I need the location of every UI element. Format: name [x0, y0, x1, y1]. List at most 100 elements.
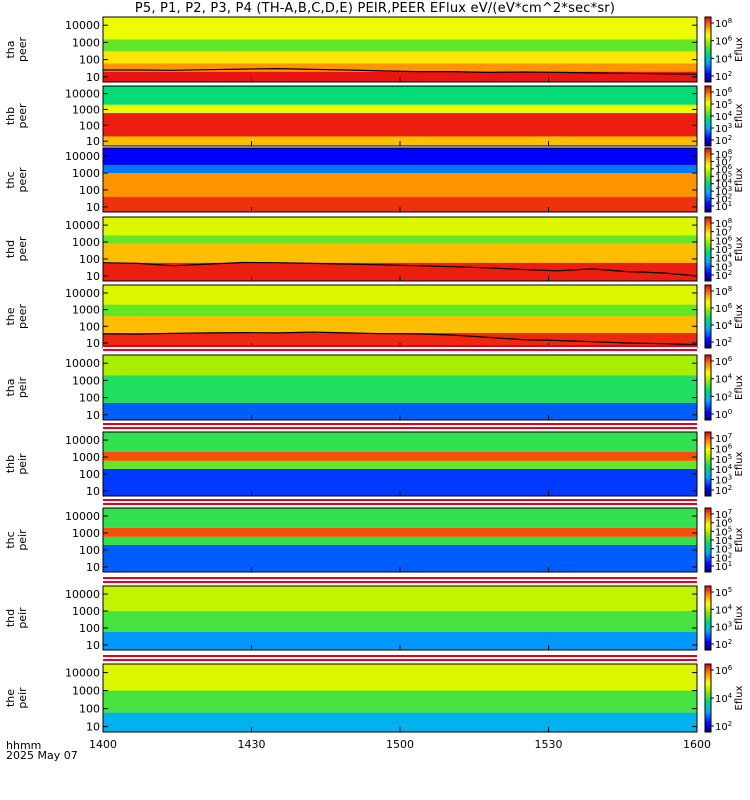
colorbar-label: Eflux: [734, 304, 745, 329]
spacecraft-potential-trace: [102, 261, 698, 277]
y-tick-label: 10: [86, 409, 100, 422]
colorbar-tick-label: 104: [715, 178, 733, 191]
panel-probe-label: thc: [4, 171, 17, 188]
colorbar-tick-label: 106: [715, 517, 733, 530]
flux-band: [103, 243, 697, 263]
y-tick-label: 1000: [72, 685, 100, 698]
colorbar-tick-label: 107: [715, 155, 732, 168]
colorbar-label: Eflux: [734, 451, 745, 476]
colorbar-tick-label: 106: [715, 442, 733, 455]
y-tick-label: 100: [79, 544, 100, 557]
flux-band: [103, 63, 697, 72]
colorbar-label: Eflux: [734, 605, 745, 630]
y-tick-label: 100: [79, 392, 100, 405]
colorbar-tick-label: 105: [715, 243, 732, 256]
colorbar: [704, 431, 712, 497]
flux-band: [103, 17, 697, 40]
colorbar: [704, 216, 712, 282]
flux-band: [103, 690, 697, 713]
panel-probe-label: the: [4, 307, 17, 325]
flux-band: [103, 148, 697, 165]
colorbar-tick-label: 102: [715, 269, 732, 282]
colorbar-label: Eflux: [734, 236, 745, 261]
flux-band: [103, 51, 697, 64]
y-tick-label: 10: [86, 337, 100, 350]
panel-thb-peir: 10 100 1000 10000 thb peir 102103104105106107E…: [4, 431, 745, 498]
panel-thd-peer: 10 100 1000 10000 thd peer 1021031041051061071…: [4, 216, 745, 283]
x-tick-label: 1400: [89, 738, 117, 751]
colorbar-tick-label: 108: [715, 148, 732, 161]
colorbar-tick-label: 108: [715, 217, 732, 230]
colorbar-tick-label: 106: [715, 234, 733, 247]
spacecraft-potential-trace: [102, 331, 698, 346]
colorbar-label: Eflux: [734, 37, 745, 62]
panel-species-label: peer: [16, 236, 29, 262]
y-tick-label: 100: [79, 622, 100, 635]
panel-species-label: peer: [16, 167, 29, 193]
y-tick-label: 10000: [65, 19, 100, 32]
flux-band: [103, 86, 697, 105]
flux-band: [103, 71, 697, 82]
separator-gap: [103, 347, 697, 349]
y-tick-label: 10000: [65, 667, 100, 680]
panel-probe-label: thd: [4, 240, 17, 258]
colorbar-tick-label: 102: [715, 336, 732, 349]
colorbar-tick-label: 102: [715, 134, 732, 147]
colorbar-tick-label: 108: [715, 285, 732, 298]
y-tick-label: 100: [79, 184, 100, 197]
colorbar-tick-label: 104: [715, 603, 733, 616]
panel-probe-label: thb: [4, 107, 17, 125]
flux-band: [103, 104, 697, 113]
y-tick-label: 1000: [72, 36, 100, 49]
y-tick-label: 10000: [65, 219, 100, 232]
flux-band: [103, 611, 697, 632]
y-tick-label: 10000: [65, 150, 100, 163]
panel-probe-label: tha: [4, 40, 17, 58]
panel-species-label: peer: [16, 103, 29, 129]
colorbar-tick-label: 103: [715, 122, 732, 135]
y-tick-label: 10000: [65, 357, 100, 370]
y-tick-label: 10: [86, 201, 100, 214]
colorbar-tick-label: 101: [715, 560, 732, 573]
colorbar-tick-label: 107: [715, 432, 732, 445]
y-tick-label: 10: [86, 270, 100, 283]
separator-gap: [103, 425, 697, 427]
flux-band: [103, 235, 697, 244]
colorbar-tick-label: 105: [715, 586, 732, 599]
colorbar-tick-label: 102: [715, 638, 732, 651]
colorbar-tick-label: 104: [715, 52, 733, 65]
flux-band: [103, 285, 697, 305]
colorbar-tick-label: 101: [715, 200, 732, 213]
colorbar-tick-label: 102: [715, 390, 732, 403]
y-tick-label: 100: [79, 703, 100, 716]
y-tick-label: 1000: [72, 374, 100, 387]
colorbar-tick-label: 103: [715, 621, 732, 634]
colorbar: [704, 663, 712, 733]
y-tick-label: 10: [86, 561, 100, 574]
y-tick-label: 10: [86, 71, 100, 84]
y-tick-label: 1000: [72, 236, 100, 249]
colorbar-tick-label: 107: [715, 508, 732, 521]
panel-thb-peer: 10 100 1000 10000 thb peer 102103104105106Eflu…: [4, 85, 745, 148]
flux-band: [103, 527, 697, 537]
y-tick-label: 1000: [72, 304, 100, 317]
panel-probe-label: thc: [4, 531, 17, 548]
colorbar-tick-label: 102: [715, 720, 732, 733]
colorbar-tick-label: 104: [715, 319, 733, 332]
date-label: 2025 May 07: [6, 749, 78, 762]
y-tick-label: 1000: [72, 103, 100, 116]
colorbar-tick-label: 103: [715, 185, 732, 198]
colorbar-tick-label: 107: [715, 226, 732, 239]
y-tick-label: 100: [79, 54, 100, 67]
colorbar-tick-label: 102: [715, 484, 732, 497]
flux-band: [103, 304, 697, 317]
y-tick-label: 100: [79, 468, 100, 481]
flux-band: [103, 164, 697, 174]
flux-band: [103, 432, 697, 452]
colorbar-tick-label: 103: [715, 260, 732, 273]
flux-band: [103, 173, 697, 197]
x-tick-label: 1500: [386, 738, 414, 751]
